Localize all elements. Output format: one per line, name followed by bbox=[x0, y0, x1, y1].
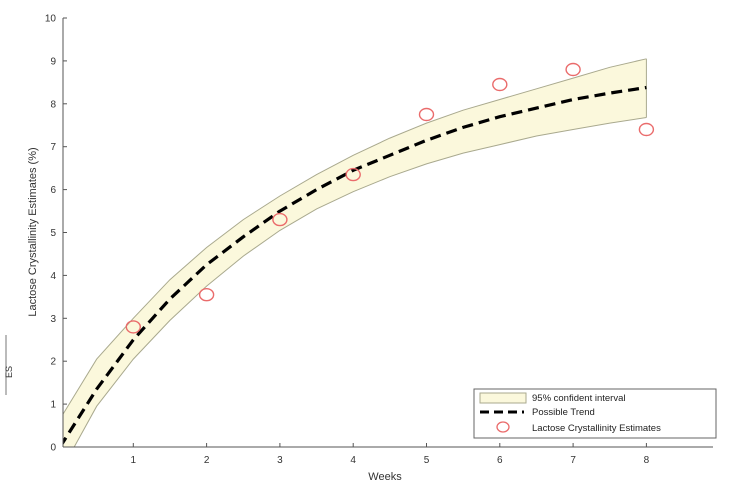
x-axis-label: Weeks bbox=[368, 471, 402, 482]
legend-marker-swatch bbox=[496, 421, 510, 433]
y-tick-label: 0 bbox=[50, 443, 56, 454]
y-tick-label: 10 bbox=[45, 14, 57, 25]
legend-label-interval: 95% confident interval bbox=[532, 393, 625, 404]
x-tick-label: 5 bbox=[424, 455, 430, 466]
x-tick-label: 6 bbox=[497, 455, 503, 466]
y-tick-label: 9 bbox=[50, 56, 56, 67]
y-axis-label: Lactose Crystallinity Estimates (%) bbox=[27, 147, 39, 316]
trend-line bbox=[63, 85, 647, 446]
x-tick-label: 2 bbox=[204, 455, 210, 466]
y-tick-label: 2 bbox=[50, 357, 56, 368]
y-tick-label: 4 bbox=[50, 271, 56, 282]
scatter-point bbox=[492, 77, 508, 92]
trend-line-layer bbox=[63, 85, 647, 446]
y-tick-label: 3 bbox=[50, 314, 56, 325]
legend-band-swatch bbox=[479, 392, 527, 404]
edge-fragment-text: ES bbox=[4, 366, 14, 378]
scatter-point bbox=[272, 212, 288, 227]
x-tick-label: 3 bbox=[277, 455, 283, 466]
y-tick-label: 1 bbox=[50, 400, 56, 411]
scatter-layer bbox=[125, 62, 655, 334]
y-tick-label: 8 bbox=[50, 99, 56, 110]
band-lower-edge bbox=[73, 117, 647, 447]
y-tick-label: 5 bbox=[50, 228, 56, 239]
y-tick-label: 7 bbox=[50, 142, 56, 153]
scatter-point bbox=[638, 122, 655, 137]
x-tick-label: 7 bbox=[570, 455, 576, 466]
legend-label-estimates: Lactose Crystallinity Estimates bbox=[532, 423, 661, 434]
scatter-point bbox=[565, 62, 581, 77]
x-tick-label: 1 bbox=[131, 455, 137, 466]
scatter-point bbox=[418, 107, 435, 122]
band-upper-edge bbox=[63, 58, 647, 416]
axes: 1 2 3 4 5 6 7 8 0 1 2 3 4 5 6 7 8 9 10 bbox=[45, 14, 713, 466]
x-tick-label: 4 bbox=[350, 455, 356, 466]
scatter-point bbox=[345, 167, 361, 182]
scatter-point bbox=[198, 288, 215, 302]
legend: 95% confident interval Possible Trend La… bbox=[473, 388, 717, 439]
left-edge-fragment: ES bbox=[4, 335, 14, 395]
scatter-point bbox=[125, 320, 142, 334]
y-tick-label: 6 bbox=[50, 185, 56, 196]
x-tick-label: 8 bbox=[644, 455, 650, 466]
legend-label-trend: Possible Trend bbox=[532, 407, 595, 418]
